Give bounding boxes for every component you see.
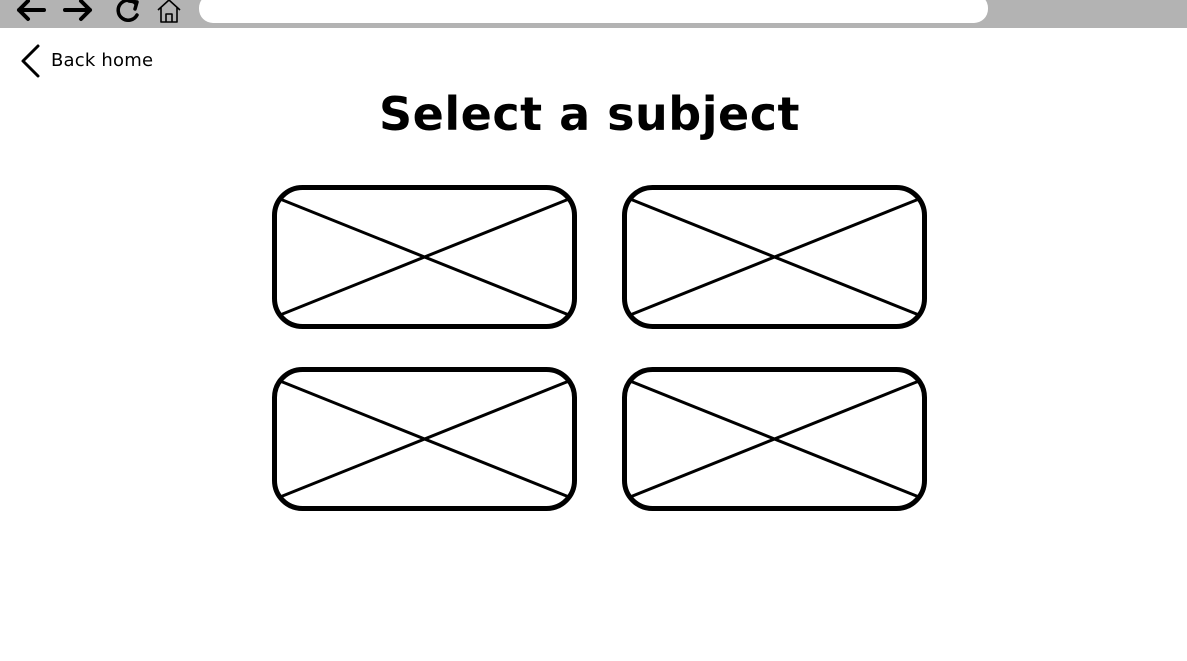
subject-card-4[interactable] [622, 367, 927, 511]
browser-toolbar [0, 0, 1187, 28]
subject-card-1[interactable] [272, 185, 577, 329]
back-home-label: Back home [51, 50, 154, 71]
home-icon[interactable] [152, 0, 188, 26]
subject-card-2[interactable] [622, 185, 927, 329]
back-arrow-icon[interactable] [13, 0, 49, 26]
image-placeholder-icon [272, 367, 577, 511]
image-placeholder-icon [272, 185, 577, 329]
reload-icon[interactable] [108, 0, 144, 26]
page-title: Select a subject [0, 84, 1187, 144]
image-placeholder-icon [622, 185, 927, 329]
back-home-link[interactable]: Back home [18, 43, 153, 79]
page-title-text: Select a subject [379, 87, 800, 141]
image-placeholder-icon [622, 367, 927, 511]
address-bar-input[interactable] [199, 0, 988, 23]
forward-arrow-icon[interactable] [60, 0, 96, 26]
chevron-left-icon [21, 44, 40, 78]
subject-card-3[interactable] [272, 367, 577, 511]
